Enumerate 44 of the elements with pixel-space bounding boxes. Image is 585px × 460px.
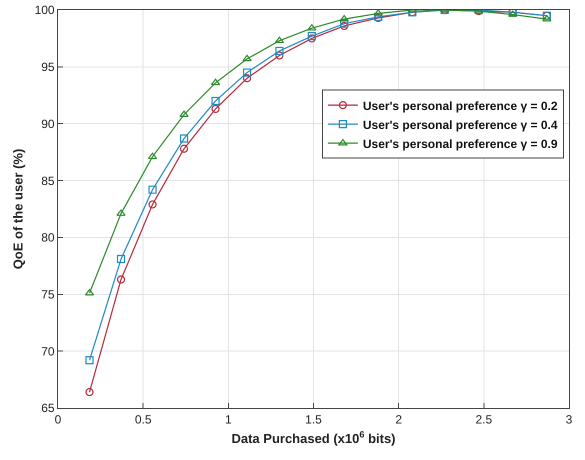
x-tick-label: 0.5 [134, 412, 152, 426]
point [210, 78, 220, 86]
point [148, 152, 158, 160]
y-tick-label: 90 [41, 116, 55, 131]
x-tick-label: 2 [395, 412, 402, 426]
point [242, 74, 252, 82]
point [308, 32, 316, 40]
y-tick-label: 95 [41, 60, 55, 74]
y-tick-label: 80 [41, 230, 55, 245]
point [275, 51, 284, 60]
x-tick-label: 2.5 [475, 412, 492, 426]
point [180, 134, 188, 143]
point [180, 144, 188, 153]
y-tick-label: 70 [41, 344, 55, 358]
point [211, 96, 220, 106]
point [275, 46, 284, 56]
x-tick-label: 1.5 [305, 412, 322, 426]
point [148, 200, 157, 209]
point [340, 22, 348, 30]
point [85, 388, 94, 396]
y-tick-label: 85 [41, 174, 55, 188]
x-tick-label: 1 [224, 412, 232, 426]
point [340, 20, 348, 28]
point [308, 34, 316, 43]
point [307, 24, 316, 31]
legend-label: User's personal preference γ = 0.2 [362, 98, 558, 113]
point [116, 275, 126, 284]
x-tick-label: 3 [566, 412, 573, 426]
point [242, 68, 252, 77]
point [211, 104, 220, 114]
point [85, 356, 94, 364]
point [116, 209, 126, 216]
y-tick-label: 65 [41, 401, 55, 416]
legend-label: User's personal preference γ = 0.4 [362, 118, 558, 132]
point [274, 36, 284, 44]
y-axis-title: QoE of the user (%) [10, 148, 26, 270]
point [148, 186, 157, 194]
point [116, 254, 126, 264]
x-tick-label: 0 [54, 412, 62, 426]
point [242, 54, 252, 62]
y-tick-label: 100 [34, 3, 55, 18]
legend-label: User's personal preference γ = 0.9 [362, 136, 558, 151]
y-tick-label: 75 [41, 287, 55, 302]
x-axis-title: Data Purchased (x10$^{6}$ bits) [231, 430, 396, 446]
